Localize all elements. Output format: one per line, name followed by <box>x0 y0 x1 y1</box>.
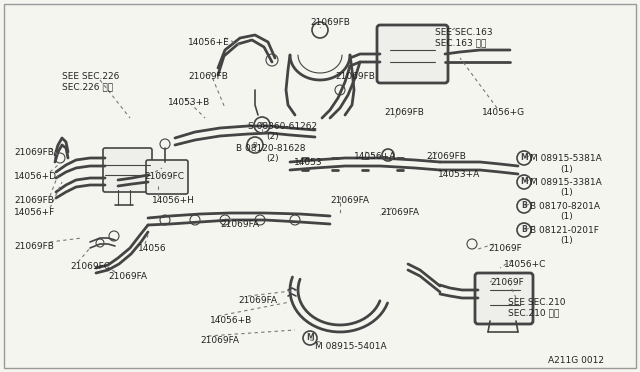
Text: M 08915-5381A: M 08915-5381A <box>530 154 602 163</box>
Text: (2): (2) <box>266 154 278 163</box>
Text: (1): (1) <box>560 212 573 221</box>
Text: (1): (1) <box>560 188 573 197</box>
Text: 14056+H: 14056+H <box>152 196 195 205</box>
Text: 21069F: 21069F <box>488 244 522 253</box>
Text: 21069FA: 21069FA <box>200 336 239 345</box>
Text: 21069FA: 21069FA <box>220 220 259 229</box>
Text: M 08915-5401A: M 08915-5401A <box>315 342 387 351</box>
Text: B: B <box>253 142 257 148</box>
Text: M: M <box>520 177 528 186</box>
Text: 14056+D: 14056+D <box>14 172 57 181</box>
FancyBboxPatch shape <box>103 148 152 192</box>
Text: (1): (1) <box>560 236 573 245</box>
Text: B 08121-0201F: B 08121-0201F <box>530 226 599 235</box>
Text: S 08360-61262: S 08360-61262 <box>248 122 317 131</box>
Text: 21069FC: 21069FC <box>70 262 110 271</box>
Text: B 08170-8201A: B 08170-8201A <box>530 202 600 211</box>
Text: 14053: 14053 <box>294 158 323 167</box>
Text: 21069FB: 21069FB <box>188 72 228 81</box>
Text: (2): (2) <box>266 132 278 141</box>
Text: 21069FC: 21069FC <box>144 172 184 181</box>
Text: 21069FB: 21069FB <box>14 242 54 251</box>
Text: 21069F: 21069F <box>490 278 524 287</box>
Text: SEC.210 参照: SEC.210 参照 <box>508 308 559 317</box>
Text: M: M <box>520 154 528 163</box>
Text: B: B <box>521 202 527 211</box>
Text: S: S <box>260 122 264 128</box>
FancyBboxPatch shape <box>146 160 188 194</box>
Text: SEE SEC.210: SEE SEC.210 <box>508 298 566 307</box>
Text: 21069FA: 21069FA <box>380 208 419 217</box>
Text: 21069FB: 21069FB <box>426 152 466 161</box>
Text: 21069FA: 21069FA <box>330 196 369 205</box>
Text: M 08915-3381A: M 08915-3381A <box>530 178 602 187</box>
Text: 21069FA: 21069FA <box>108 272 147 281</box>
Text: 14056+E: 14056+E <box>188 38 230 47</box>
Text: 21069FB: 21069FB <box>384 108 424 117</box>
Text: M: M <box>306 334 314 343</box>
Text: 14056+B: 14056+B <box>210 316 252 325</box>
FancyBboxPatch shape <box>475 273 533 324</box>
Text: SEE SEC.163: SEE SEC.163 <box>435 28 493 37</box>
Text: 14056+C: 14056+C <box>504 260 547 269</box>
FancyBboxPatch shape <box>377 25 448 83</box>
Text: SEC.226 参照: SEC.226 参照 <box>62 82 113 91</box>
Text: SEC.163 参照: SEC.163 参照 <box>435 38 486 47</box>
Text: 21069FB: 21069FB <box>14 196 54 205</box>
Text: 21069FB: 21069FB <box>14 148 54 157</box>
Text: B: B <box>521 225 527 234</box>
Text: 14053+B: 14053+B <box>168 98 211 107</box>
Text: B 08120-81628: B 08120-81628 <box>236 144 305 153</box>
Text: 14056: 14056 <box>138 244 166 253</box>
Text: (1): (1) <box>560 165 573 174</box>
Text: 14056+A: 14056+A <box>354 152 396 161</box>
Text: 21069FB: 21069FB <box>335 72 375 81</box>
Text: 14056+G: 14056+G <box>482 108 525 117</box>
Text: 14053+A: 14053+A <box>438 170 480 179</box>
Text: 21069FB: 21069FB <box>310 18 350 27</box>
Text: 14056+F: 14056+F <box>14 208 55 217</box>
Text: 21069FA: 21069FA <box>238 296 277 305</box>
Text: SEE SEC.226: SEE SEC.226 <box>62 72 120 81</box>
Text: A211G 0012: A211G 0012 <box>548 356 604 365</box>
